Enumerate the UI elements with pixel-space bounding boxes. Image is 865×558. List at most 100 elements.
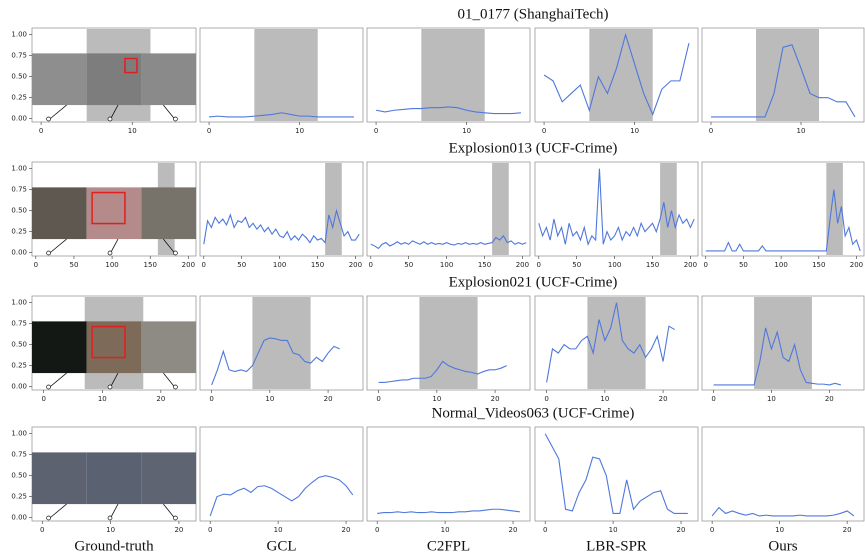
pointer-arrow: [163, 104, 176, 121]
x-tick-label: 0: [542, 127, 546, 135]
score-line: [538, 168, 695, 246]
y-tick-label: 0.50: [11, 472, 27, 480]
x-tick-label: 20: [174, 526, 183, 534]
score-line: [375, 106, 521, 115]
column-label: GCL: [267, 538, 297, 554]
pointer-arrow: [163, 503, 176, 520]
y-tick-label: 0.75: [11, 320, 27, 328]
x-tick-label: 50: [237, 261, 246, 269]
pointer-head: [46, 116, 51, 122]
score-line: [711, 44, 856, 118]
x-tick-label: 200: [516, 261, 529, 269]
video-frame: [32, 53, 87, 106]
panel: 0 10 20: [701, 426, 865, 534]
x-tick-label: 10: [630, 127, 639, 135]
panel: 0 10: [701, 27, 865, 135]
anomaly-span: [252, 297, 311, 389]
x-tick-label: 0: [543, 526, 547, 534]
y-tick-label: 0.75: [11, 52, 27, 60]
anomaly-span: [587, 297, 646, 389]
y-tick-label: 1.00: [11, 430, 27, 438]
score-line: [713, 327, 842, 386]
x-tick-label: 0: [209, 395, 213, 403]
panel: 0 50 100 150 200: [534, 161, 699, 269]
x-tick-label: 100: [105, 261, 118, 269]
panel: 0 10 20: [534, 426, 699, 534]
x-tick-label: 0: [207, 127, 211, 135]
score-line: [543, 32, 690, 116]
anomaly-span: [492, 163, 509, 255]
x-tick-label: 0: [376, 395, 380, 403]
y-tick-label: 0.00: [11, 249, 27, 257]
pointer-head: [173, 116, 178, 122]
anomaly-span: [419, 297, 478, 389]
x-tick-label: 20: [509, 526, 518, 534]
score-line: [209, 475, 354, 517]
y-tick-label: 1.00: [11, 31, 27, 39]
x-tick-label: 150: [478, 261, 491, 269]
anomaly-span: [660, 163, 677, 255]
x-tick-label: 0: [710, 526, 714, 534]
y-tick-label: 0.75: [11, 451, 27, 459]
score-line: [370, 234, 527, 250]
x-tick-label: 200: [850, 261, 863, 269]
anomaly-span: [826, 163, 843, 255]
pointer-head: [46, 384, 51, 390]
x-tick-label: 20: [677, 526, 686, 534]
video-frame: [32, 452, 87, 505]
pointer-head: [46, 515, 51, 521]
score-line: [546, 302, 675, 383]
pointer-head: [107, 515, 113, 521]
x-tick-label: 200: [349, 261, 362, 269]
score-line: [705, 189, 861, 252]
x-tick-label: 0: [34, 261, 38, 269]
x-tick-label: 10: [775, 526, 784, 534]
score-line: [544, 433, 688, 514]
panel: 0 10 20: [366, 426, 531, 534]
pointer-arrow: [163, 238, 176, 255]
pointer-arrow: [48, 104, 67, 121]
x-tick-label: 20: [342, 526, 351, 534]
pointer-head: [173, 250, 178, 256]
x-tick-label: 100: [608, 261, 621, 269]
panel-frame: [534, 426, 699, 522]
panel: 0 10 20: [199, 426, 364, 534]
x-tick-label: 20: [156, 395, 165, 403]
pointer-head: [173, 384, 178, 390]
panel-frame: [199, 426, 364, 522]
y-tick-label: 1.00: [11, 165, 27, 173]
y-tick-label: 0.50: [11, 73, 27, 81]
y-tick-label: 0.00: [11, 383, 27, 391]
pointer-arrow: [48, 372, 67, 389]
score-line: [211, 337, 340, 386]
panel: 0.00 0.25 0.50 0.75 1.00 0 50 100 150 200: [11, 161, 197, 269]
x-tick-label: 100: [440, 261, 453, 269]
y-tick-label: 0.00: [11, 115, 27, 123]
video-frame: [32, 187, 87, 240]
x-tick-label: 0: [375, 526, 379, 534]
x-tick-label: 50: [739, 261, 748, 269]
score-line: [203, 208, 360, 245]
x-tick-label: 10: [274, 526, 283, 534]
x-tick-label: 0: [704, 261, 708, 269]
x-tick-label: 20: [825, 395, 834, 403]
x-tick-label: 100: [774, 261, 787, 269]
x-tick-label: 150: [144, 261, 157, 269]
x-tick-label: 100: [273, 261, 286, 269]
x-tick-label: 10: [432, 395, 441, 403]
x-tick-label: 10: [128, 127, 137, 135]
anomaly-span: [254, 29, 318, 121]
panel: 0 50 100 150 200: [701, 161, 865, 269]
x-tick-label: 20: [324, 395, 333, 403]
x-tick-label: 0: [537, 261, 541, 269]
x-tick-label: 10: [265, 395, 274, 403]
x-tick-label: 0: [544, 395, 548, 403]
y-tick-label: 0.25: [11, 493, 27, 501]
video-frame: [86, 452, 142, 505]
highlight-box: [91, 191, 126, 225]
panel-frame: [366, 426, 531, 522]
anomaly-span: [756, 29, 819, 121]
pointer-head: [107, 384, 113, 390]
column-label: Ours: [768, 538, 797, 554]
pointer-head: [107, 116, 113, 122]
